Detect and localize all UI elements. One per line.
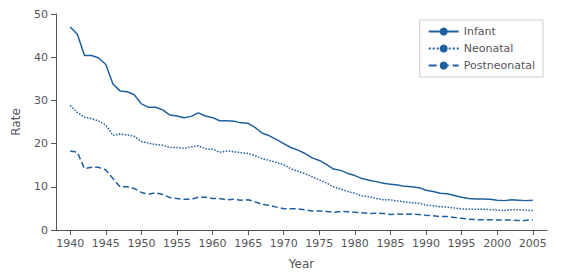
svg-text:1980: 1980 <box>341 237 369 250</box>
svg-text:1940: 1940 <box>56 237 84 250</box>
svg-text:1955: 1955 <box>163 237 191 250</box>
svg-text:Year: Year <box>288 257 314 271</box>
svg-text:50: 50 <box>34 8 48 21</box>
svg-text:2005: 2005 <box>519 237 547 250</box>
svg-text:1970: 1970 <box>270 237 298 250</box>
svg-text:30: 30 <box>34 94 48 107</box>
svg-text:0: 0 <box>41 224 48 237</box>
svg-text:1950: 1950 <box>127 237 155 250</box>
svg-text:1995: 1995 <box>448 237 476 250</box>
svg-text:1965: 1965 <box>234 237 262 250</box>
svg-text:Neonatal: Neonatal <box>464 42 514 55</box>
svg-text:10: 10 <box>34 180 48 193</box>
svg-text:Infant: Infant <box>464 25 497 38</box>
svg-text:1945: 1945 <box>92 237 120 250</box>
svg-text:2000: 2000 <box>483 237 511 250</box>
svg-text:Rate: Rate <box>9 108 23 136</box>
svg-text:1960: 1960 <box>199 237 227 250</box>
svg-text:1975: 1975 <box>305 237 333 250</box>
svg-text:1985: 1985 <box>376 237 404 250</box>
svg-text:40: 40 <box>34 51 48 64</box>
svg-text:20: 20 <box>34 137 48 150</box>
svg-text:1990: 1990 <box>412 237 440 250</box>
svg-text:Postneonatal: Postneonatal <box>464 59 535 72</box>
